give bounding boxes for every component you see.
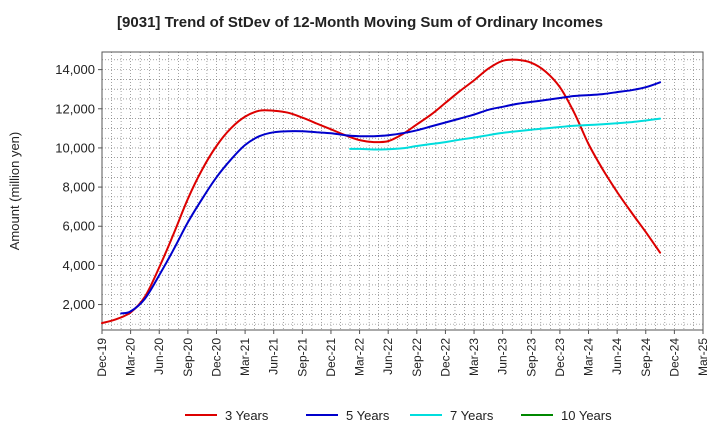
y-tick-label: 8,000	[62, 180, 95, 195]
x-tick-label: Jun-24	[610, 338, 624, 375]
x-tick-label: Sep-22	[410, 338, 424, 377]
legend-label: 5 Years	[346, 408, 390, 423]
y-tick-label: 4,000	[62, 258, 95, 273]
y-axis-label: Amount (million yen)	[7, 132, 22, 251]
x-tick-label: Dec-20	[209, 338, 223, 377]
y-tick-label: 14,000	[55, 62, 95, 77]
x-tick-label: Dec-22	[438, 338, 452, 377]
x-tick-label: Dec-21	[324, 338, 338, 377]
legend-item-10-years: 10 Years	[521, 408, 612, 423]
x-tick-label: Mar-24	[582, 338, 596, 376]
x-tick-label: Mar-23	[467, 338, 481, 376]
x-tick-label: Sep-24	[639, 338, 653, 377]
x-tick-label: Jun-22	[381, 338, 395, 375]
y-axis-ticks: 2,000 4,000 6,000 8,000 10,000 12,000 14,000	[55, 62, 102, 312]
x-axis-ticks: Dec-19 Mar-20 Jun-20 Sep-20 Dec-20 Mar-21 Jun-…	[95, 330, 710, 377]
series-line-3-years	[101, 58, 662, 325]
legend-label: 3 Years	[225, 408, 269, 423]
legend: 3 Years 5 Years 7 Years 10 Years	[185, 408, 612, 423]
legend-label: 7 Years	[450, 408, 494, 423]
y-tick-label: 12,000	[55, 101, 95, 116]
legend-item-5-years: 5 Years	[306, 408, 390, 423]
y-tick-label: 2,000	[62, 297, 95, 312]
series-line-5-years	[120, 81, 662, 315]
x-tick-label: Mar-20	[124, 338, 138, 376]
x-tick-label: Mar-22	[353, 338, 367, 376]
legend-item-7-years: 7 Years	[410, 408, 494, 423]
x-tick-label: Dec-24	[667, 338, 681, 377]
x-tick-label: Sep-23	[524, 338, 538, 377]
x-tick-label: Mar-25	[696, 338, 710, 376]
chart-title: [9031] Trend of StDev of 12-Month Moving…	[117, 14, 603, 31]
x-tick-label: Jun-21	[267, 338, 281, 375]
y-tick-label: 10,000	[55, 140, 95, 155]
plot-frame	[101, 51, 704, 331]
legend-label: 10 Years	[561, 408, 612, 423]
series-line-7-years	[349, 117, 662, 151]
legend-item-3-years: 3 Years	[185, 408, 269, 423]
x-tick-label: Sep-21	[295, 338, 309, 377]
x-tick-label: Sep-20	[181, 338, 195, 377]
x-tick-label: Jun-20	[152, 338, 166, 375]
x-tick-label: Jun-23	[496, 338, 510, 375]
x-tick-label: Mar-21	[238, 338, 252, 376]
x-tick-label: Dec-19	[95, 338, 109, 377]
y-tick-label: 6,000	[62, 219, 95, 234]
series-layer	[101, 58, 662, 325]
x-tick-label: Dec-23	[553, 338, 567, 377]
